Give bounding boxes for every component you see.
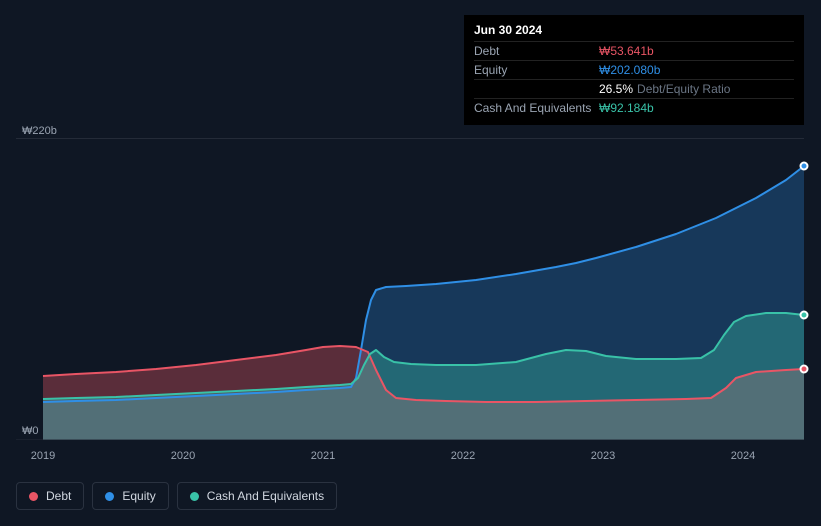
tooltip-row: 26.5% Debt/Equity Ratio <box>474 79 794 98</box>
tooltip-box: Jun 30 2024 Debt₩53.641bEquity₩202.080b2… <box>464 15 804 125</box>
series-end-dot-cash-and-equivalents <box>800 311 809 320</box>
tooltip-row: Cash And Equivalents₩92.184b <box>474 98 794 117</box>
legend-label: Equity <box>122 489 155 503</box>
xaxis-tick: 2024 <box>731 450 755 462</box>
legend-label: Debt <box>46 489 71 503</box>
yaxis-tick-top: ₩220b <box>22 125 57 137</box>
series-end-dot-equity <box>800 162 809 171</box>
xaxis-tick: 2019 <box>31 450 55 462</box>
tooltip-value: ₩92.184b <box>599 101 654 115</box>
series-end-dot-debt <box>800 365 809 374</box>
xaxis-tick: 2020 <box>171 450 195 462</box>
area-chart[interactable] <box>16 140 804 440</box>
tooltip-label <box>474 82 599 96</box>
tooltip-label: Equity <box>474 63 599 77</box>
xaxis-tick: 2021 <box>311 450 335 462</box>
tooltip-label: Cash And Equivalents <box>474 101 599 115</box>
legend: Debt Equity Cash And Equivalents <box>16 482 337 510</box>
tooltip-label: Debt <box>474 44 599 58</box>
legend-dot-icon <box>105 492 114 501</box>
tooltip-date: Jun 30 2024 <box>474 23 794 41</box>
legend-dot-icon <box>29 492 38 501</box>
legend-label: Cash And Equivalents <box>207 489 324 503</box>
tooltip-value: ₩202.080b <box>599 63 660 77</box>
tooltip-value: 26.5% <box>599 82 633 96</box>
legend-item-equity[interactable]: Equity <box>92 482 168 510</box>
legend-item-debt[interactable]: Debt <box>16 482 84 510</box>
xaxis-tick: 2022 <box>451 450 475 462</box>
xaxis-tick: 2023 <box>591 450 615 462</box>
tooltip-sublabel: Debt/Equity Ratio <box>637 82 730 96</box>
tooltip-row: Equity₩202.080b <box>474 60 794 79</box>
gridline-top <box>16 138 804 139</box>
tooltip-row: Debt₩53.641b <box>474 41 794 60</box>
legend-item-cash-and-equivalents[interactable]: Cash And Equivalents <box>177 482 337 510</box>
tooltip-value: ₩53.641b <box>599 44 654 58</box>
legend-dot-icon <box>190 492 199 501</box>
